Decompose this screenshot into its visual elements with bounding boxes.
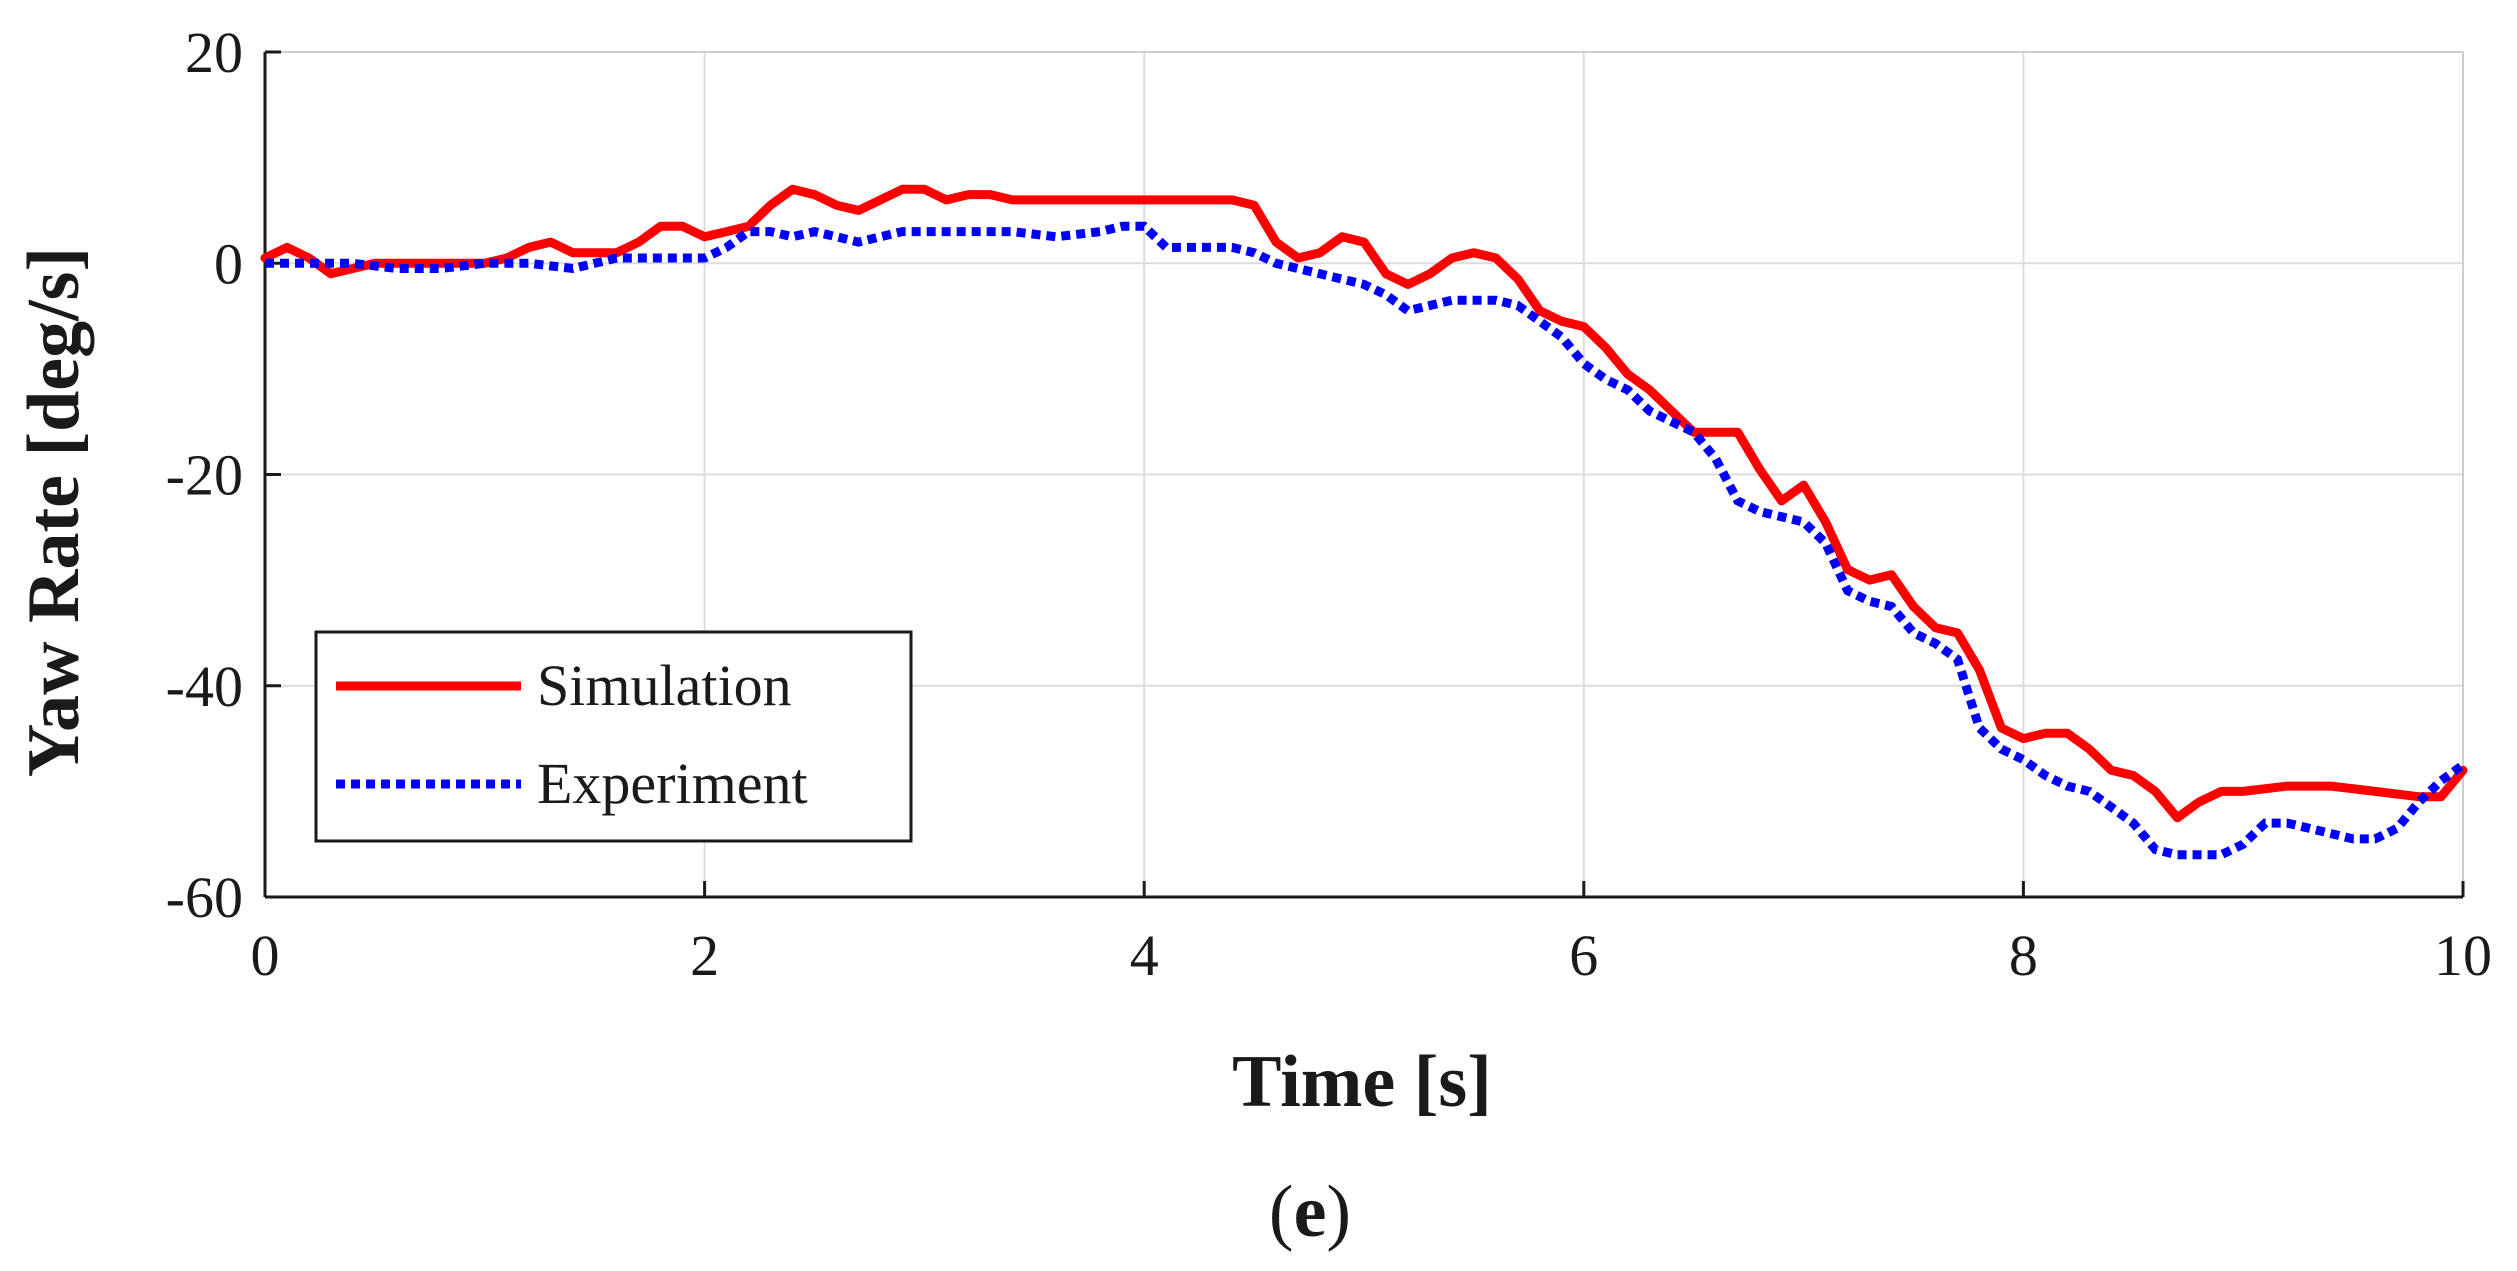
legend-label-simulation: Simulation — [537, 653, 792, 718]
x-tick-label: 8 — [2009, 923, 2038, 988]
plot-area — [260, 184, 2468, 860]
series-line-simulation — [260, 184, 2468, 823]
tick-labels: 0 2 4 6 8 10 -60 -40 -20 0 20 — [166, 20, 2492, 988]
x-tick-label: 4 — [1130, 923, 1159, 988]
legend-label-experiment: Experiment — [537, 751, 808, 816]
caption-open-paren: ( — [1269, 1171, 1294, 1253]
y-tick-label: 0 — [214, 231, 243, 296]
x-tick-label: 10 — [2434, 923, 2492, 988]
legend-box — [314, 630, 913, 843]
caption-close-paren: ) — [1326, 1171, 1351, 1253]
y-tick-label: -60 — [166, 865, 243, 930]
axes — [263, 50, 2465, 899]
figure-caption: (e) — [1269, 1171, 1351, 1253]
legend: Simulation Experiment — [314, 630, 913, 843]
x-tick-label: 6 — [1569, 923, 1598, 988]
x-axis-title: Time [s] — [1232, 1041, 1492, 1123]
x-tick-label: 2 — [690, 923, 719, 988]
y-tick-label: 20 — [185, 20, 243, 85]
y-tick-label: -20 — [166, 443, 243, 508]
caption-letter: e — [1294, 1171, 1327, 1253]
x-tick-label: 0 — [251, 923, 280, 988]
y-axis-title: Yaw Rate [deg/s] — [13, 247, 95, 777]
series-line-experiment — [265, 221, 2466, 860]
y-tick-label: -40 — [166, 654, 243, 719]
